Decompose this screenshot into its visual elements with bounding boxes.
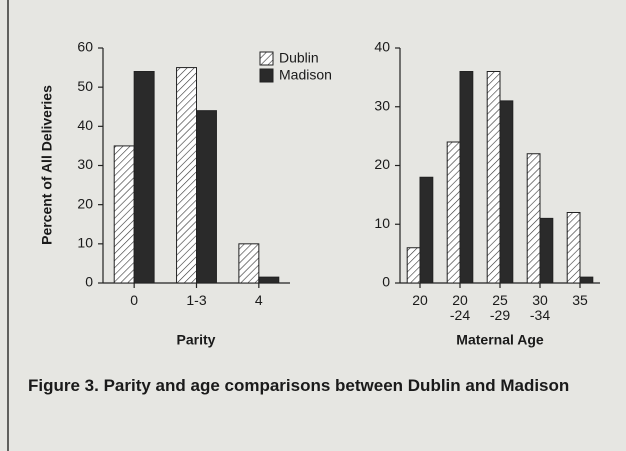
x-tick-label: 30 -34 (529, 292, 551, 323)
legend-label: Dublin (279, 50, 319, 66)
bar (196, 110, 217, 284)
legend-swatch (259, 68, 274, 83)
y-tick-label: 60 (77, 39, 93, 55)
y-tick-label: 30 (77, 156, 93, 172)
x-tick-label: 25 -29 (489, 292, 511, 323)
y-tick-label: 10 (77, 235, 93, 251)
x-axis-title: Maternal Age (456, 332, 544, 348)
y-tick-label: 0 (85, 274, 93, 290)
bar (446, 141, 461, 284)
bar (459, 71, 474, 284)
bar (258, 276, 280, 284)
y-tick-label: 20 (374, 156, 390, 172)
x-tick-label: 4 (254, 292, 263, 308)
y-tick-label: 10 (374, 215, 390, 231)
y-tick-label: 50 (77, 78, 93, 94)
bar (539, 217, 554, 284)
x-axis-title: Parity (177, 332, 216, 348)
bar (133, 71, 155, 284)
x-tick-label: 20 (412, 292, 428, 308)
legend-swatch (259, 51, 274, 66)
y-axis-title: Percent of All Deliveries (39, 85, 55, 245)
bar (579, 276, 594, 284)
x-tick-label: 20 -24 (449, 292, 471, 323)
bar (566, 212, 581, 284)
y-tick-label: 40 (374, 39, 390, 55)
bar (499, 100, 514, 284)
x-tick-label: 35 (572, 292, 588, 308)
y-tick-label: 0 (382, 274, 390, 290)
y-tick-label: 30 (374, 97, 390, 113)
legend-label: Madison (279, 67, 332, 83)
bar (486, 71, 501, 284)
x-tick-label: 0 (130, 292, 139, 308)
y-tick-label: 20 (77, 195, 93, 211)
bar (419, 176, 434, 284)
bar (176, 67, 197, 284)
y-tick-label: 40 (77, 117, 93, 133)
x-tick-label: 1-3 (186, 292, 207, 308)
bar (238, 243, 260, 284)
caption: Figure 3. Parity and age comparisons bet… (28, 376, 570, 395)
bar (526, 153, 541, 284)
bar (113, 145, 135, 284)
bar (406, 247, 421, 284)
